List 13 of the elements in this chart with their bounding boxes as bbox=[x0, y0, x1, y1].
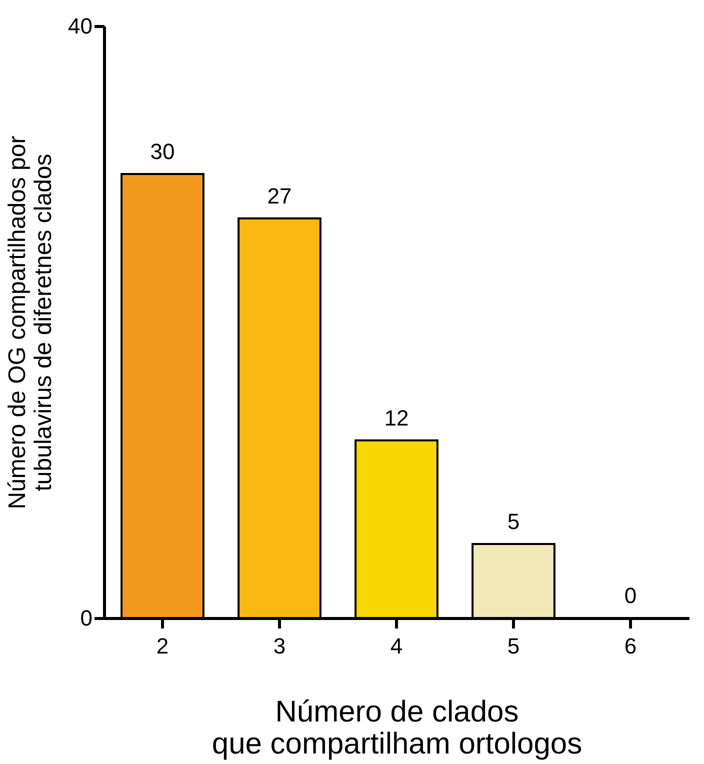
data-label: 0 bbox=[624, 583, 637, 608]
data-label: 27 bbox=[267, 183, 292, 208]
x-tick-label: 3 bbox=[273, 634, 286, 658]
data-label: 12 bbox=[384, 405, 409, 430]
x-axis-title: Número de clados que compartilham ortologos bbox=[212, 696, 582, 760]
x-tick-label: 6 bbox=[624, 634, 637, 658]
data-label: 30 bbox=[150, 139, 175, 164]
data-label: 5 bbox=[507, 509, 520, 534]
y-axis-title: Número de OG compartilhados por tubulavirus de diferetnes clados bbox=[4, 136, 58, 510]
x-tick-label: 5 bbox=[507, 634, 520, 658]
x-tick-label: 4 bbox=[390, 634, 403, 658]
y-tick-label: 40 bbox=[68, 14, 92, 38]
x-tick-label: 2 bbox=[156, 634, 169, 658]
